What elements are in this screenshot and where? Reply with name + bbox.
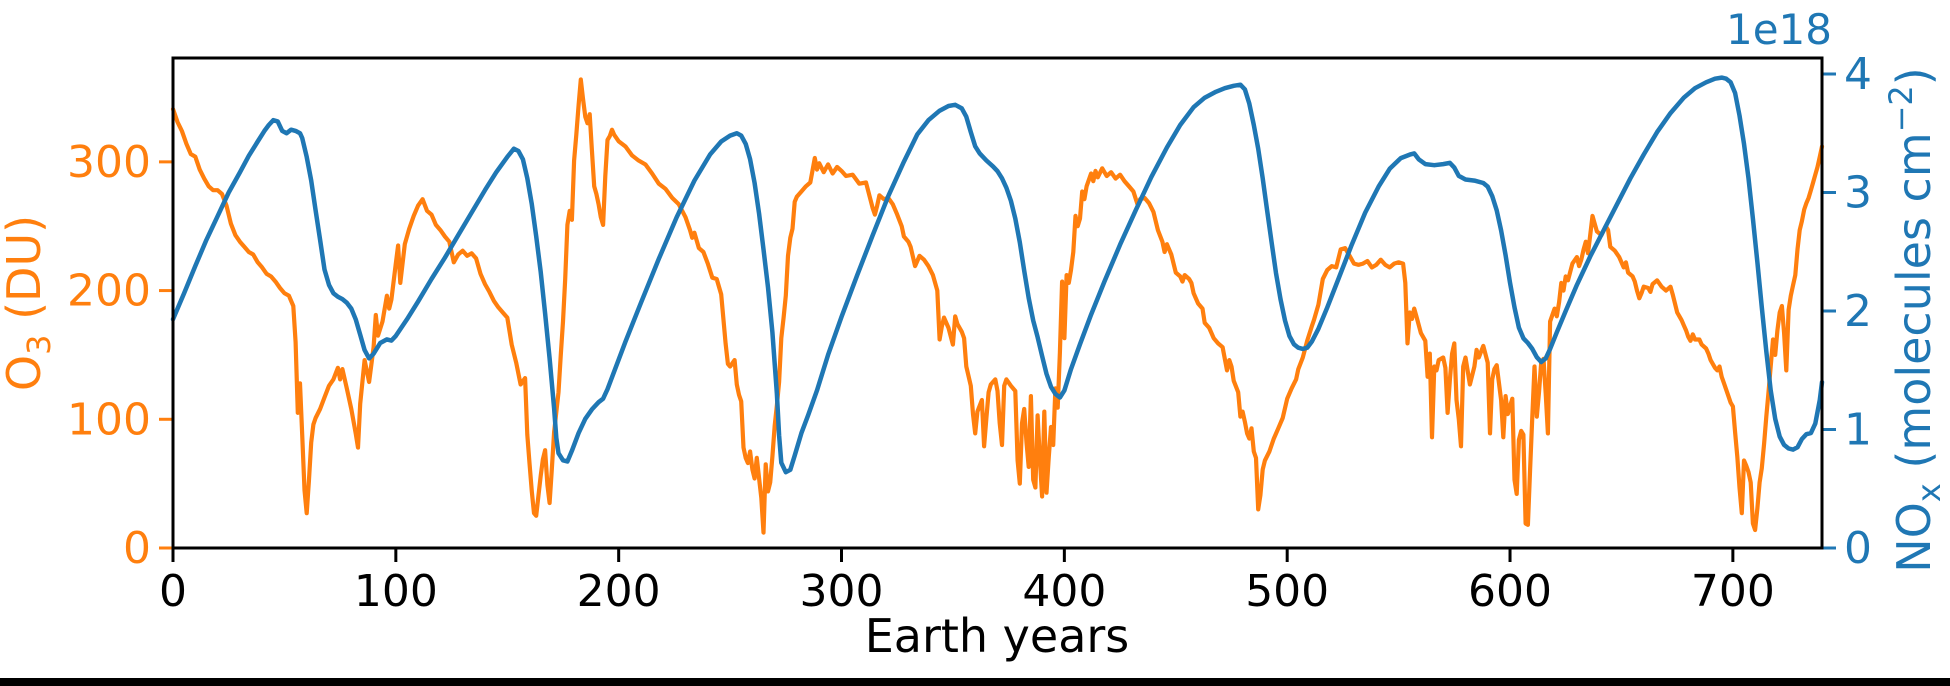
right-axis-label: NOx (molecules cm−2)	[1882, 67, 1948, 573]
axis-label-part: x	[1910, 483, 1948, 502]
left-tick-label: 200	[67, 266, 151, 317]
right-tick-label: 4	[1844, 49, 1872, 100]
x-tick-label: 500	[1245, 566, 1329, 617]
left-axis-label: O3 (DU)	[0, 215, 58, 391]
plot-area	[173, 58, 1822, 548]
right-tick-label: 1	[1844, 404, 1872, 455]
left-tick-label: 300	[67, 137, 151, 188]
x-tick-label: 400	[1022, 566, 1106, 617]
axis-label-part: (molecules cm	[1887, 132, 1941, 483]
o3-line	[170, 77, 1825, 535]
x-tick-label: 0	[159, 566, 187, 617]
right-tick-label: 2	[1844, 286, 1872, 337]
right-tick-label: 0	[1844, 523, 1872, 574]
window-bottom-edge	[0, 678, 1950, 686]
axis-label-part: 3	[20, 335, 58, 355]
x-tick-label: 200	[577, 566, 661, 617]
x-tick-label: 700	[1691, 566, 1775, 617]
nox-line	[170, 75, 1825, 475]
axis-label-part: (DU)	[0, 215, 51, 335]
left-tick-label: 100	[67, 394, 151, 445]
axis-label-part: O	[0, 355, 51, 391]
right-axis-offset-text: 1e18	[1726, 5, 1832, 54]
right-axis-ticks: 0 1 2 3 4	[1822, 49, 1872, 574]
right-tick-label: 3	[1844, 167, 1872, 218]
axis-label-part: −2	[1882, 85, 1920, 132]
x-tick-label: 300	[800, 566, 884, 617]
axis-label-part: NO	[1887, 502, 1941, 573]
x-axis-ticks: 0 100 200 300 400 500 600 700	[159, 548, 1775, 617]
x-tick-label: 100	[354, 566, 438, 617]
left-axis-ticks: 0 100 200 300	[67, 137, 173, 574]
plot-border	[171, 56, 1824, 550]
axis-label-part: )	[1887, 67, 1941, 85]
x-axis-label: Earth years	[865, 609, 1130, 663]
left-tick-label: 0	[123, 523, 151, 574]
x-tick-label: 600	[1468, 566, 1552, 617]
